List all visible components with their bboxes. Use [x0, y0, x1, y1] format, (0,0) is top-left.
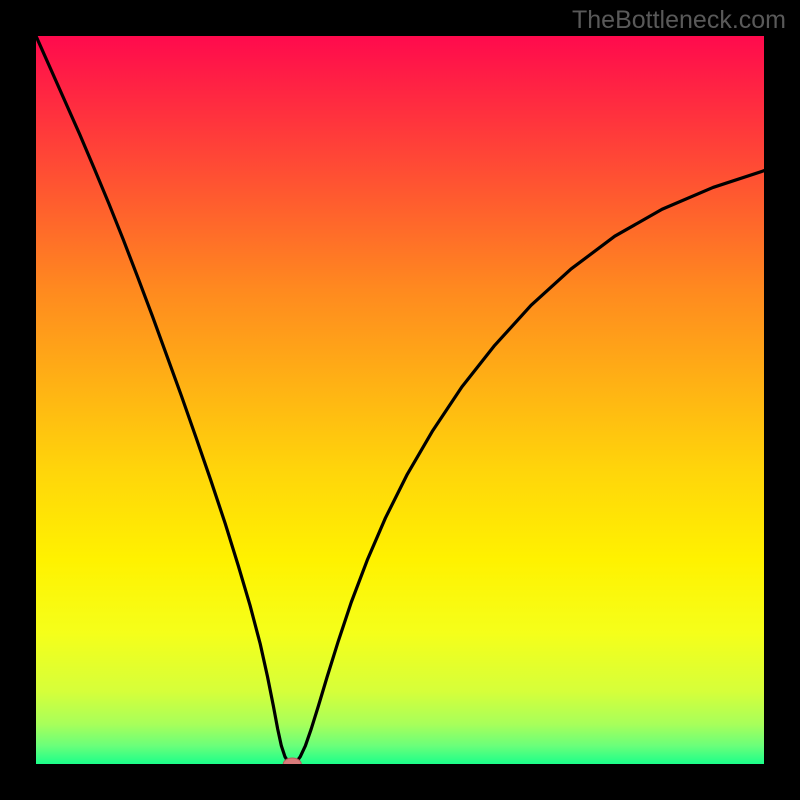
- bottleneck-curve: [36, 36, 764, 764]
- bottleneck-curve-layer: [36, 36, 764, 764]
- chart-stage: TheBottleneck.com: [0, 0, 800, 800]
- watermark-text: TheBottleneck.com: [572, 6, 786, 35]
